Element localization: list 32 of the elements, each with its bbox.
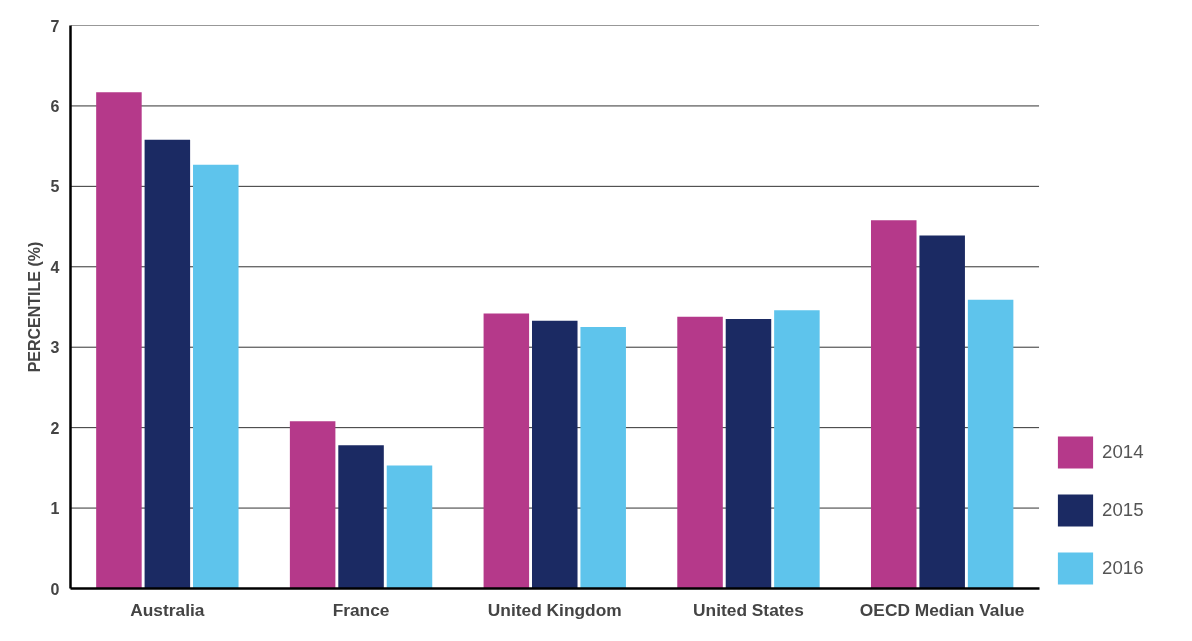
legend-label: 2016 (1102, 557, 1144, 579)
x-tick-label: United States (693, 599, 804, 620)
x-tick-label: United Kingdom (487, 599, 622, 620)
y-axis-title: PERCENTILE (%) (25, 241, 43, 373)
x-tick-label: Australia (130, 599, 205, 620)
bar (774, 310, 820, 589)
y-tick-label: 2 (50, 419, 60, 437)
y-tick-label: 0 (50, 580, 60, 598)
x-tick-label: OECD Median Value (859, 599, 1025, 620)
bar (483, 313, 530, 589)
y-tick-label: 5 (50, 178, 60, 196)
bar (532, 320, 578, 589)
legend-label: 2015 (1102, 499, 1144, 521)
bar (96, 92, 142, 589)
bar (386, 465, 433, 589)
legend-label: 2014 (1102, 441, 1144, 463)
y-tick-label: 1 (50, 500, 60, 518)
bar (580, 327, 626, 589)
bar (289, 421, 336, 589)
x-tick-label: France (332, 599, 390, 620)
bar (338, 445, 384, 589)
bar (725, 319, 772, 589)
bar (144, 139, 191, 589)
bar (967, 299, 1014, 589)
bar (193, 164, 239, 589)
bar (919, 235, 965, 589)
y-tick-label: 7 (50, 17, 60, 35)
y-tick-label: 3 (50, 339, 60, 357)
y-tick-label: 6 (50, 97, 60, 115)
bar (870, 220, 917, 589)
bar (677, 316, 723, 589)
y-tick-label: 4 (50, 258, 60, 276)
